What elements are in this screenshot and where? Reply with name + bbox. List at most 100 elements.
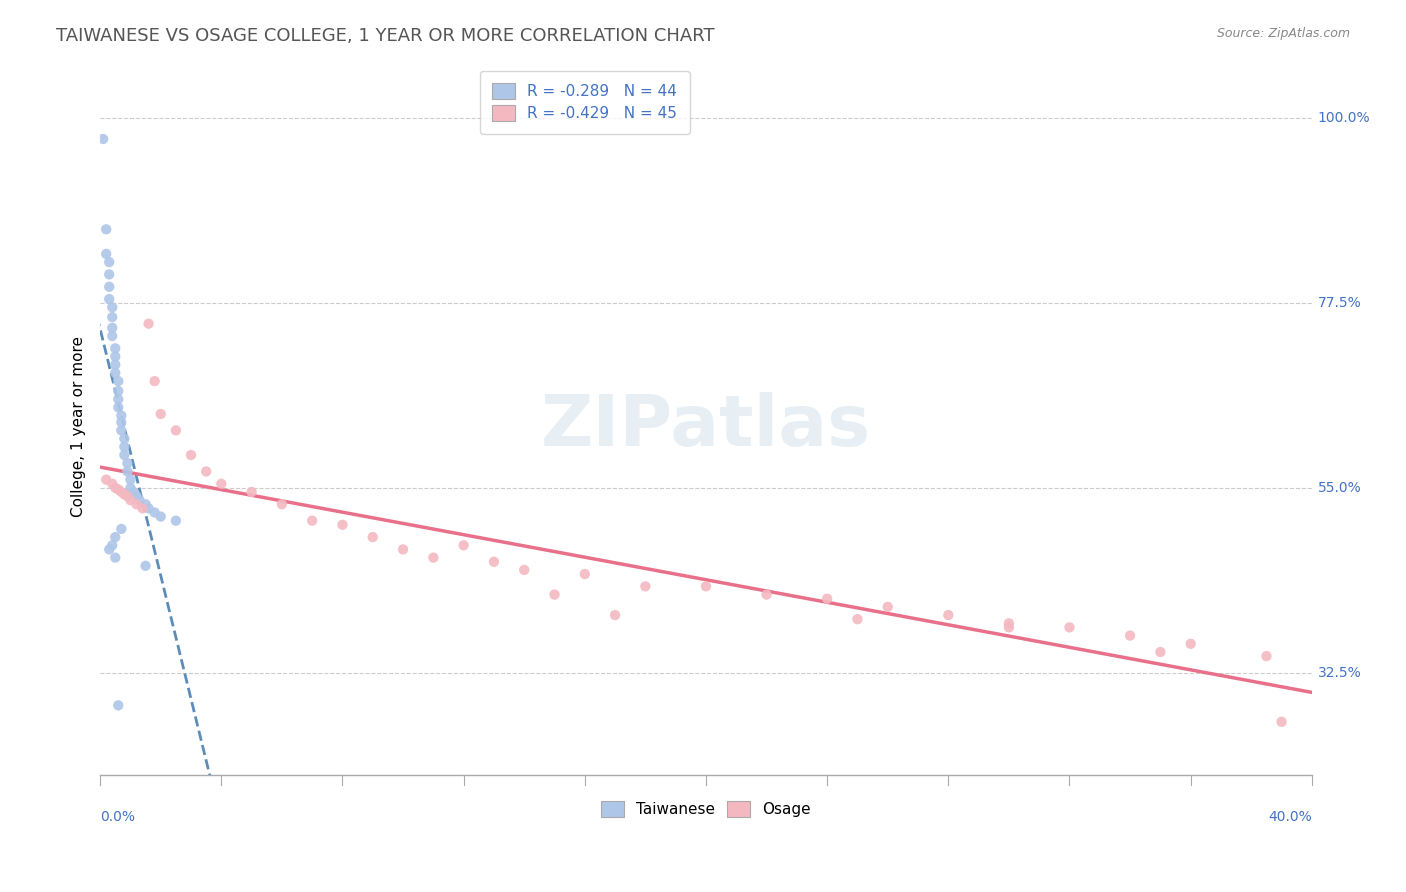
Text: TAIWANESE VS OSAGE COLLEGE, 1 YEAR OR MORE CORRELATION CHART: TAIWANESE VS OSAGE COLLEGE, 1 YEAR OR MO… [56,27,714,45]
Point [332,517,354,532]
Point [107,384,129,398]
Point [482,555,505,569]
Point [1256,649,1278,664]
Point [143,374,166,388]
Point [101,300,124,314]
Point [180,448,202,462]
Point [98,268,121,282]
Text: 77.5%: 77.5% [1317,296,1361,310]
Point [1119,629,1142,643]
Point [91,132,114,146]
Point [998,620,1021,634]
Point [120,473,142,487]
Point [1059,620,1081,634]
Point [104,341,127,355]
Point [128,493,150,508]
Point [125,489,148,503]
Text: 40.0%: 40.0% [1268,810,1312,824]
Point [138,501,160,516]
Point [603,608,626,623]
Point [422,550,444,565]
Text: Source: ZipAtlas.com: Source: ZipAtlas.com [1216,27,1350,40]
Point [101,329,124,343]
Point [574,567,596,582]
Point [125,497,148,511]
Point [135,497,157,511]
Point [1270,714,1292,729]
Point [107,483,129,497]
Point [112,487,135,501]
Y-axis label: College, 1 year or more: College, 1 year or more [72,335,86,516]
Point [165,514,187,528]
Point [112,440,135,454]
Point [131,501,153,516]
Point [138,317,160,331]
Point [110,415,132,429]
Point [695,579,717,593]
Point [240,485,263,500]
Point [98,279,121,293]
Text: 0.0%: 0.0% [100,810,135,824]
Point [876,599,898,614]
Point [453,538,475,552]
Point [104,358,127,372]
Point [936,608,959,623]
Point [104,530,127,544]
Point [270,497,292,511]
Point [117,465,139,479]
Text: 100.0%: 100.0% [1317,112,1371,126]
Point [135,558,157,573]
Text: ZIPatlas: ZIPatlas [541,392,872,461]
Point [101,310,124,325]
Point [110,485,132,500]
Point [998,616,1021,631]
Point [107,698,129,713]
Point [301,514,323,528]
Point [392,542,415,557]
Point [104,481,127,495]
Point [96,222,118,236]
Point [117,456,139,470]
Point [107,392,129,407]
Point [149,407,172,421]
Point [149,509,172,524]
Legend: Taiwanese, Osage: Taiwanese, Osage [595,795,817,823]
Point [110,424,132,438]
Point [96,247,118,261]
Point [112,448,135,462]
Point [110,409,132,423]
Point [122,485,145,500]
Point [846,612,869,626]
Point [117,489,139,503]
Point [98,255,121,269]
Point [1149,645,1171,659]
Point [104,366,127,380]
Point [815,591,838,606]
Point [104,350,127,364]
Text: 55.0%: 55.0% [1317,481,1361,495]
Point [634,579,657,593]
Point [755,588,778,602]
Point [98,292,121,306]
Point [120,481,142,495]
Point [165,424,187,438]
Point [120,493,142,508]
Point [1180,637,1202,651]
Text: 32.5%: 32.5% [1317,665,1361,680]
Point [101,538,124,552]
Point [513,563,536,577]
Point [361,530,384,544]
Point [107,374,129,388]
Point [107,401,129,415]
Point [112,432,135,446]
Point [96,473,118,487]
Point [543,588,565,602]
Point [101,320,124,334]
Point [98,542,121,557]
Point [110,522,132,536]
Point [101,476,124,491]
Point [209,476,232,491]
Point [195,465,218,479]
Point [104,550,127,565]
Point [143,506,166,520]
